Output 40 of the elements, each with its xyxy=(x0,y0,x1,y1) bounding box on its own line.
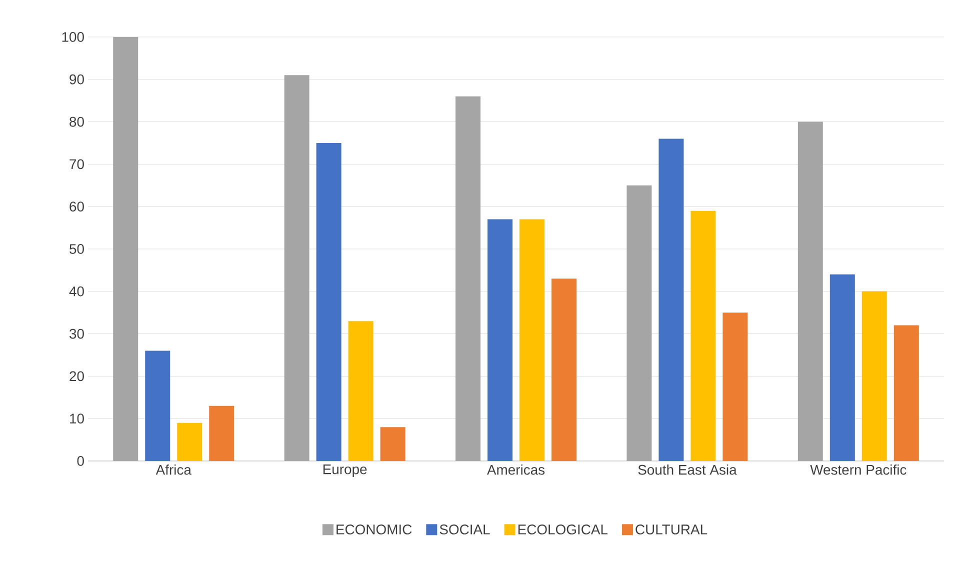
bar xyxy=(658,138,684,461)
bar xyxy=(862,291,887,461)
y-tick-label: 60 xyxy=(70,202,84,212)
bar xyxy=(520,219,545,461)
x-tick-label: South East Asia xyxy=(638,464,737,475)
bar xyxy=(316,142,342,461)
y-tick-label: 80 xyxy=(70,116,84,127)
y-tick-label: 50 xyxy=(70,244,84,254)
y-tick-label: 100 xyxy=(62,32,84,42)
bar xyxy=(830,274,855,461)
y-tick-label: 90 xyxy=(70,74,84,84)
y-tick-label: 10 xyxy=(70,414,84,424)
bar xyxy=(177,422,202,461)
legend-label: SOCIAL xyxy=(440,524,490,534)
bar xyxy=(348,321,374,461)
legend-label: ECOLOGICAL xyxy=(518,524,608,534)
x-tick-label: Americas xyxy=(486,464,545,475)
bar xyxy=(690,210,716,461)
y-tick-label: 0 xyxy=(77,456,84,466)
y-tick-label: 70 xyxy=(70,159,84,170)
x-tick-label: Europe xyxy=(323,464,367,477)
bar xyxy=(798,122,823,461)
legend-label: CULTURAL xyxy=(636,524,708,534)
bar xyxy=(488,219,513,461)
y-tick-label: 40 xyxy=(69,286,84,296)
bar xyxy=(113,36,138,461)
bar xyxy=(145,350,170,461)
bar xyxy=(456,96,481,461)
legend-label: ECONOMIC xyxy=(336,524,412,534)
bar xyxy=(552,278,577,461)
bar xyxy=(209,406,234,461)
bar xyxy=(284,75,310,461)
y-tick-label: 30 xyxy=(70,328,84,339)
y-tick-label: 20 xyxy=(70,371,84,382)
x-tick-label: Africa xyxy=(156,464,192,475)
bar xyxy=(722,312,748,461)
bar xyxy=(626,185,652,461)
x-tick-label: Western Pacific xyxy=(810,464,906,475)
bar xyxy=(380,427,406,461)
bar xyxy=(894,325,919,461)
